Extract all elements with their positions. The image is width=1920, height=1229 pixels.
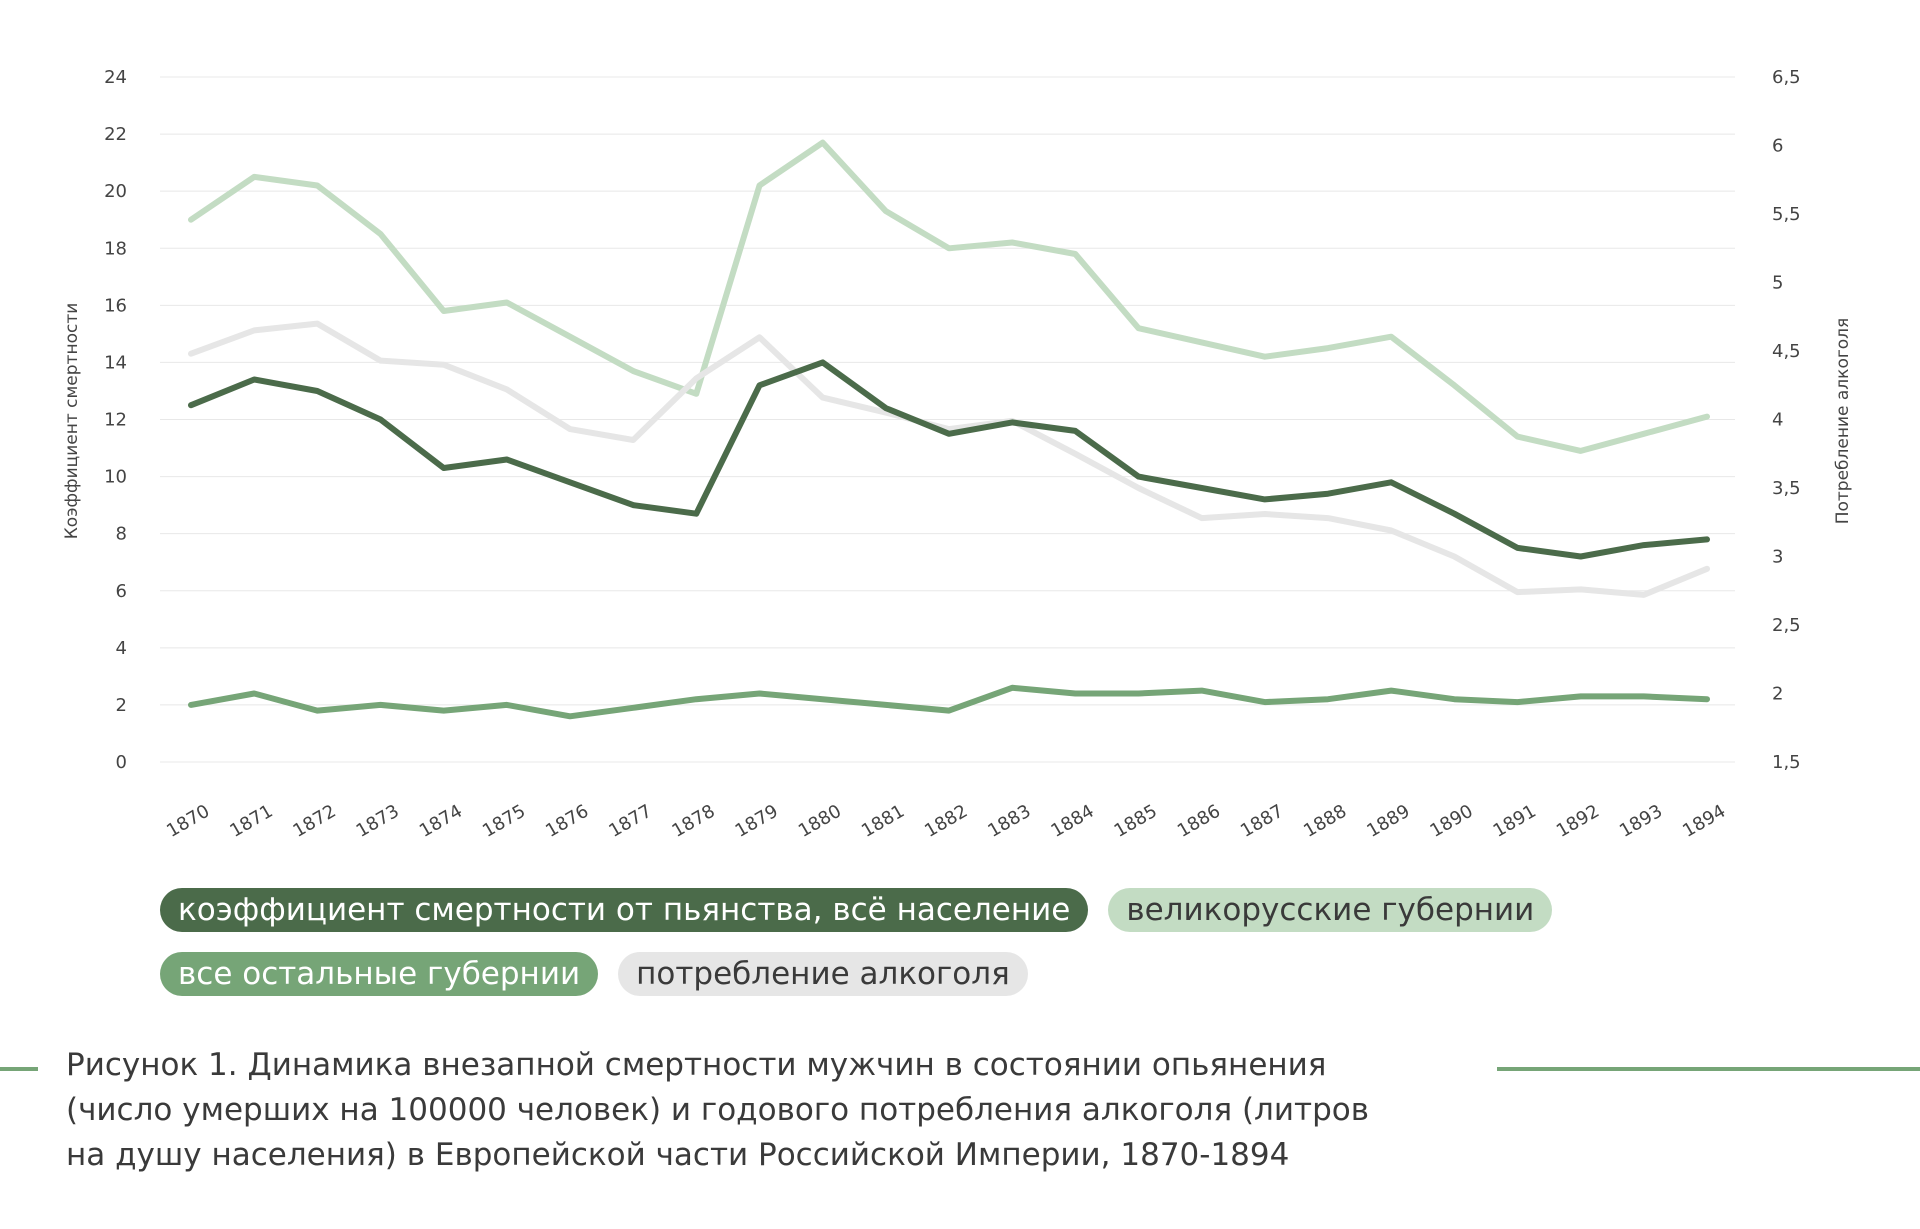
x-tick-label: 1874 bbox=[416, 801, 466, 842]
x-tick-label: 1880 bbox=[795, 801, 845, 842]
series-line bbox=[188, 139, 1710, 454]
y-tick-label: 16 bbox=[104, 295, 127, 316]
x-tick-label: 1884 bbox=[1047, 801, 1097, 842]
x-tick-label: 1879 bbox=[732, 801, 782, 842]
x-tick-label: 1885 bbox=[1111, 801, 1161, 842]
y-tick-label: 10 bbox=[104, 467, 127, 488]
x-tick-label: 1875 bbox=[479, 801, 529, 842]
x-tick-label: 1881 bbox=[858, 801, 908, 842]
series-lines bbox=[188, 139, 1710, 720]
x-axis-ticks: 1870 1871 1872 1873 1874 1875 1876 1877 1878 1879… bbox=[163, 801, 1729, 842]
y-tick-label: 18 bbox=[104, 238, 127, 259]
y-right-tick-label: 3 bbox=[1772, 547, 1783, 568]
legend: коэффициент смертности от пьянства, всё … bbox=[160, 888, 1660, 1016]
x-tick-label: 1876 bbox=[542, 801, 592, 842]
caption-rule-left bbox=[0, 1067, 38, 1071]
y-tick-label: 2 bbox=[116, 695, 127, 716]
x-tick-label: 1893 bbox=[1616, 801, 1666, 842]
y-tick-label: 22 bbox=[104, 124, 127, 145]
legend-item-all-population: коэффициент смертности от пьянства, всё … bbox=[160, 888, 1089, 932]
gridlines bbox=[160, 76, 1735, 763]
y-tick-label: 0 bbox=[116, 752, 127, 773]
y-right-tick-label: 4,5 bbox=[1772, 341, 1801, 362]
legend-item-great-russian: великорусские губернии bbox=[1108, 888, 1553, 932]
y-right-tick-label: 1,5 bbox=[1772, 752, 1801, 773]
x-tick-label: 1887 bbox=[1237, 801, 1287, 842]
y-right-tick-label: 3,5 bbox=[1772, 478, 1801, 499]
x-tick-label: 1870 bbox=[163, 801, 213, 842]
legend-item-alcohol-consumption: потребление алкоголя bbox=[618, 952, 1028, 996]
legend-row-2: все остальные губернии потребление алког… bbox=[160, 952, 1660, 996]
y-right-tick-label: 2,5 bbox=[1772, 615, 1801, 636]
x-tick-label: 1894 bbox=[1679, 801, 1729, 842]
y-right-tick-label: 6 bbox=[1772, 136, 1783, 157]
caption-line-2: (число умерших на 100000 человек) и годо… bbox=[66, 1092, 1369, 1128]
x-tick-label: 1882 bbox=[921, 801, 971, 842]
caption-rule-right bbox=[1497, 1067, 1920, 1071]
x-tick-label: 1872 bbox=[289, 801, 339, 842]
left-axis-title: Коэффициент смертности bbox=[62, 303, 82, 540]
x-tick-label: 1873 bbox=[353, 801, 403, 842]
x-tick-label: 1878 bbox=[668, 801, 718, 842]
y-tick-label: 4 bbox=[116, 638, 127, 659]
caption-line-3: на душу населения) в Европейской части Р… bbox=[66, 1137, 1290, 1173]
x-tick-label: 1889 bbox=[1363, 801, 1413, 842]
y-right-tick-label: 6,5 bbox=[1772, 67, 1801, 88]
x-tick-label: 1883 bbox=[984, 801, 1034, 842]
x-tick-label: 1877 bbox=[605, 801, 655, 842]
y-right-tick-label: 4 bbox=[1772, 410, 1783, 431]
x-tick-label: 1886 bbox=[1174, 801, 1224, 842]
x-tick-label: 1890 bbox=[1426, 801, 1476, 842]
series-line bbox=[188, 359, 1710, 560]
y-right-tick-label: 2 bbox=[1772, 684, 1783, 705]
x-tick-label: 1892 bbox=[1553, 801, 1603, 842]
series-line bbox=[188, 684, 1710, 720]
right-axis-title: Потребление алкоголя bbox=[1833, 318, 1853, 525]
y-tick-label: 14 bbox=[104, 352, 127, 373]
y-right-tick-label: 5,5 bbox=[1772, 204, 1801, 225]
figure-caption: Рисунок 1. Динамика внезапной смертности… bbox=[66, 1043, 1466, 1178]
right-axis-ticks: 1,5 2 2,5 3 3,5 4 4,5 5 5,5 6 6,5 bbox=[1772, 67, 1801, 773]
legend-row-1: коэффициент смертности от пьянства, всё … bbox=[160, 888, 1660, 932]
y-tick-label: 12 bbox=[104, 410, 127, 431]
y-tick-label: 6 bbox=[116, 581, 127, 602]
x-tick-label: 1888 bbox=[1300, 801, 1350, 842]
y-tick-label: 20 bbox=[104, 181, 127, 202]
x-tick-label: 1871 bbox=[226, 801, 276, 842]
caption-line-1: Рисунок 1. Динамика внезапной смертности… bbox=[66, 1047, 1327, 1083]
x-tick-label: 1891 bbox=[1490, 801, 1540, 842]
y-tick-label: 8 bbox=[116, 524, 127, 545]
series-line bbox=[188, 320, 1710, 598]
y-right-tick-label: 5 bbox=[1772, 273, 1783, 294]
y-tick-label: 24 bbox=[104, 67, 127, 88]
legend-item-other-provinces: все остальные губернии bbox=[160, 952, 599, 996]
